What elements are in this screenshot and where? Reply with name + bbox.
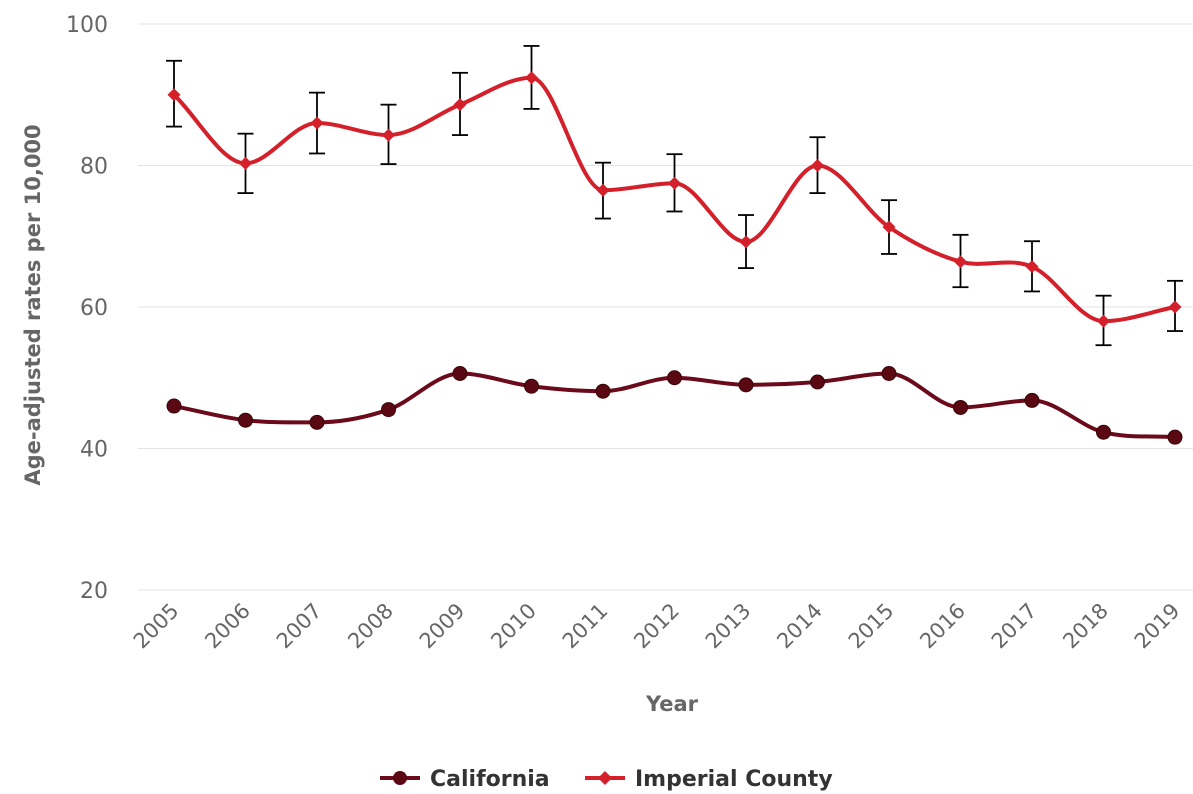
data-point[interactable] bbox=[382, 128, 395, 142]
legend-label: Imperial County bbox=[635, 767, 833, 792]
y-tick-label: 60 bbox=[80, 296, 108, 321]
legend-item-imperial-county[interactable]: Imperial County bbox=[585, 767, 833, 792]
x-tick-label: 2016 bbox=[915, 599, 970, 654]
x-tick-label: 2010 bbox=[486, 599, 541, 654]
data-point[interactable] bbox=[1097, 314, 1110, 328]
x-tick-label: 2005 bbox=[129, 599, 184, 654]
data-point[interactable] bbox=[524, 378, 539, 394]
gridlines bbox=[138, 23, 1193, 591]
data-point[interactable] bbox=[810, 374, 825, 390]
y-axis-title: Age-adjusted rates per 10,000 bbox=[21, 124, 45, 485]
series-california bbox=[166, 366, 1183, 445]
data-point[interactable] bbox=[167, 88, 181, 102]
x-tick-label: 2009 bbox=[415, 599, 470, 654]
data-point[interactable] bbox=[381, 402, 396, 418]
data-point[interactable] bbox=[668, 176, 681, 190]
y-tick-label: 20 bbox=[80, 579, 108, 604]
legend-item-california[interactable]: California bbox=[380, 767, 550, 792]
data-point[interactable] bbox=[1168, 300, 1182, 314]
legend-label: California bbox=[430, 767, 550, 792]
data-point[interactable] bbox=[953, 399, 968, 415]
data-point[interactable] bbox=[739, 235, 753, 249]
x-tick-label: 2013 bbox=[701, 599, 756, 654]
x-axis-title: Year bbox=[645, 692, 699, 716]
data-point[interactable] bbox=[596, 183, 610, 197]
x-tick-label: 2017 bbox=[987, 599, 1042, 654]
y-tick-label: 40 bbox=[80, 438, 108, 463]
data-point[interactable] bbox=[525, 71, 538, 85]
series-layer bbox=[166, 45, 1183, 445]
y-tick-label: 100 bbox=[66, 13, 108, 38]
data-point[interactable] bbox=[1025, 260, 1039, 274]
data-point[interactable] bbox=[453, 98, 467, 112]
data-point[interactable] bbox=[954, 255, 967, 269]
data-point[interactable] bbox=[811, 159, 824, 172]
series-imperial-county bbox=[166, 45, 1183, 347]
legend[interactable]: California Imperial County bbox=[380, 767, 833, 792]
x-tick-label: 2019 bbox=[1130, 599, 1185, 654]
data-point[interactable] bbox=[595, 383, 611, 399]
data-point[interactable] bbox=[239, 156, 252, 170]
x-tick-label: 2015 bbox=[844, 599, 899, 654]
y-tick-label: 80 bbox=[80, 155, 108, 180]
x-tick-label: 2007 bbox=[272, 599, 327, 654]
x-tick-label: 2012 bbox=[629, 599, 684, 654]
data-point[interactable] bbox=[1096, 424, 1111, 440]
data-point[interactable] bbox=[309, 414, 325, 430]
data-point[interactable] bbox=[1167, 429, 1183, 445]
x-tick-label: 2011 bbox=[558, 599, 613, 654]
legend-marker bbox=[393, 771, 407, 785]
data-point[interactable] bbox=[238, 412, 253, 428]
legend-marker bbox=[598, 771, 612, 785]
x-tick-label: 2018 bbox=[1058, 599, 1113, 654]
data-point[interactable] bbox=[882, 220, 896, 234]
data-point[interactable] bbox=[452, 366, 468, 382]
x-tick-label: 2006 bbox=[200, 599, 255, 654]
data-point[interactable] bbox=[738, 377, 754, 393]
data-point[interactable] bbox=[881, 366, 897, 382]
data-point[interactable] bbox=[310, 116, 324, 130]
x-axis-ticks: 2005 2006 2007 2008 2009 2010 2011 2012 2013 2014… bbox=[129, 599, 1185, 654]
x-tick-label: 2014 bbox=[772, 599, 827, 654]
data-point[interactable] bbox=[667, 370, 682, 386]
y-axis-ticks: 20 40 60 80 100 bbox=[66, 13, 108, 604]
data-point[interactable] bbox=[1024, 392, 1040, 408]
x-tick-label: 2008 bbox=[343, 599, 398, 654]
data-point[interactable] bbox=[166, 398, 182, 414]
